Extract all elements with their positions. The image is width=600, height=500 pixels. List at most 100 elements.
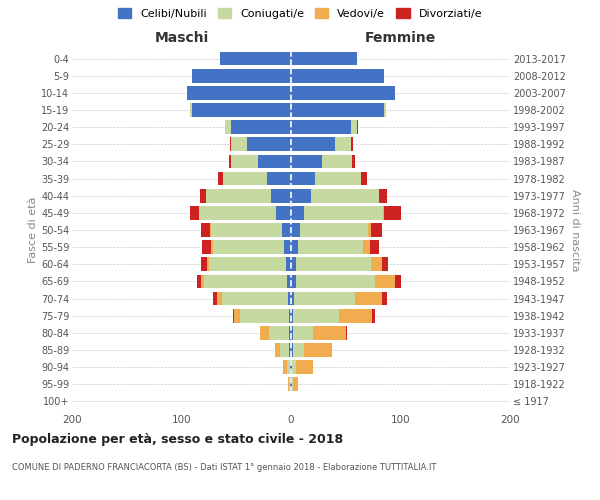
Bar	[222, 292, 288, 306]
Bar	[395, 274, 401, 288]
Bar	[239, 309, 289, 322]
Bar	[205, 274, 287, 288]
Bar	[296, 274, 376, 288]
Bar	[291, 292, 294, 306]
Bar	[296, 258, 371, 271]
Bar	[231, 138, 247, 151]
Bar	[304, 206, 383, 220]
Bar	[291, 154, 322, 168]
Bar	[229, 154, 231, 168]
Bar	[231, 120, 291, 134]
Bar	[213, 292, 217, 306]
Bar	[286, 258, 291, 271]
Bar	[290, 360, 291, 374]
Bar	[287, 274, 291, 288]
Bar	[346, 326, 347, 340]
Bar	[275, 206, 291, 220]
Bar	[291, 103, 384, 117]
Bar	[293, 326, 313, 340]
Bar	[197, 274, 201, 288]
Bar	[371, 223, 382, 237]
Legend: Celibi/Nubili, Coniugati/e, Vedovi/e, Divorziati/e: Celibi/Nubili, Coniugati/e, Vedovi/e, Di…	[118, 8, 482, 19]
Bar	[211, 240, 213, 254]
Bar	[382, 258, 388, 271]
Bar	[376, 274, 395, 288]
Bar	[193, 69, 291, 82]
Bar	[271, 189, 291, 202]
Bar	[298, 240, 363, 254]
Bar	[379, 189, 388, 202]
Bar	[282, 223, 291, 237]
Y-axis label: Fasce di età: Fasce di età	[28, 197, 38, 263]
Bar	[371, 258, 382, 271]
Bar	[202, 240, 211, 254]
Bar	[315, 172, 361, 185]
Bar	[291, 258, 296, 271]
Bar	[210, 223, 211, 237]
Bar	[384, 103, 386, 117]
Bar	[292, 378, 293, 391]
Bar	[313, 326, 346, 340]
Bar	[213, 240, 284, 254]
Bar	[269, 326, 289, 340]
Bar	[206, 189, 271, 202]
Text: Popolazione per età, sesso e stato civile - 2018: Popolazione per età, sesso e stato civil…	[12, 432, 343, 446]
Bar	[291, 326, 293, 340]
Bar	[230, 138, 231, 151]
Bar	[294, 292, 355, 306]
Text: Maschi: Maschi	[154, 31, 209, 45]
Bar	[199, 206, 275, 220]
Bar	[291, 223, 300, 237]
Bar	[355, 292, 382, 306]
Bar	[234, 309, 239, 322]
Bar	[289, 378, 290, 391]
Bar	[267, 172, 291, 185]
Bar	[193, 103, 291, 117]
Bar	[289, 326, 291, 340]
Bar	[211, 223, 282, 237]
Bar	[187, 86, 291, 100]
Bar	[291, 360, 292, 374]
Bar	[311, 189, 379, 202]
Bar	[383, 206, 384, 220]
Bar	[370, 240, 379, 254]
Bar	[218, 172, 223, 185]
Bar	[361, 172, 367, 185]
Bar	[291, 309, 293, 322]
Bar	[291, 69, 384, 82]
Bar	[284, 240, 291, 254]
Bar	[290, 378, 291, 391]
Bar	[292, 360, 296, 374]
Bar	[275, 343, 280, 357]
Bar	[384, 206, 401, 220]
Bar	[351, 138, 353, 151]
Bar	[357, 120, 358, 134]
Bar	[372, 309, 376, 322]
Bar	[291, 343, 293, 357]
Bar	[339, 309, 372, 322]
Bar	[293, 378, 298, 391]
Text: Femmine: Femmine	[365, 31, 436, 45]
Bar	[322, 154, 352, 168]
Bar	[291, 120, 351, 134]
Bar	[304, 343, 332, 357]
Bar	[288, 378, 289, 391]
Bar	[280, 343, 289, 357]
Bar	[291, 240, 298, 254]
Bar	[289, 343, 291, 357]
Bar	[287, 360, 290, 374]
Bar	[291, 189, 311, 202]
Bar	[335, 138, 351, 151]
Bar	[293, 343, 304, 357]
Bar	[352, 154, 355, 168]
Bar	[291, 52, 357, 66]
Bar	[226, 120, 231, 134]
Bar	[200, 189, 206, 202]
Bar	[351, 120, 357, 134]
Bar	[190, 206, 199, 220]
Bar	[247, 138, 291, 151]
Bar	[223, 172, 267, 185]
Bar	[258, 154, 291, 168]
Y-axis label: Anni di nascita: Anni di nascita	[569, 188, 580, 271]
Text: COMUNE DI PADERNO FRANCIACORTA (BS) - Dati ISTAT 1° gennaio 2018 - Elaborazione : COMUNE DI PADERNO FRANCIACORTA (BS) - Da…	[12, 462, 436, 471]
